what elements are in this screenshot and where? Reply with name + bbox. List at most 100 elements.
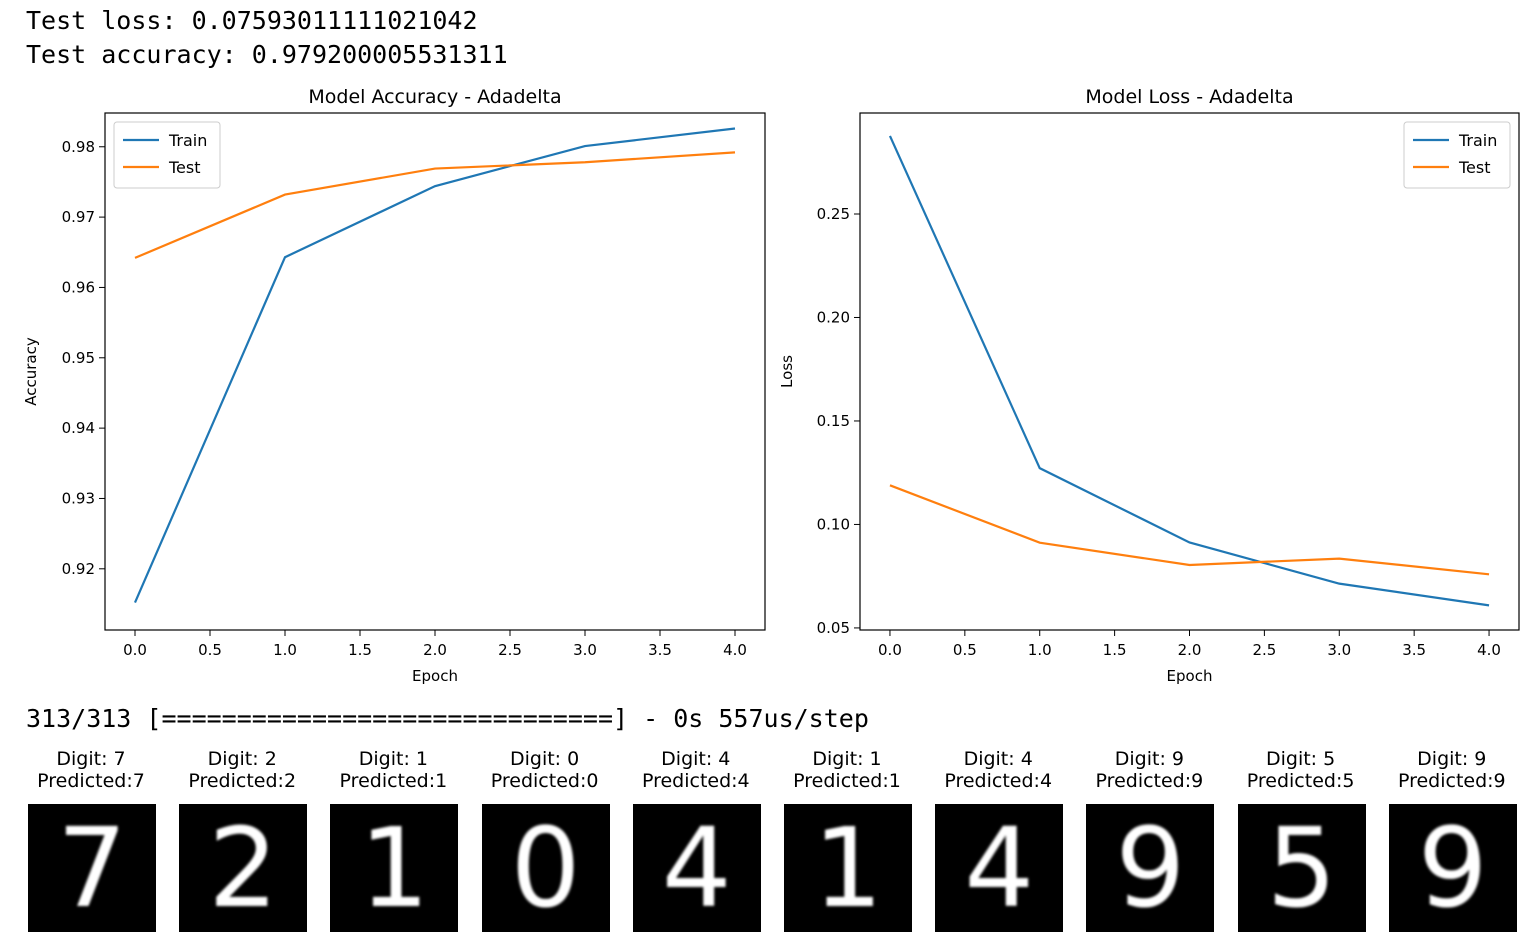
handwritten-digit-glyph: 9: [1417, 804, 1488, 932]
predicted-label: Predicted:7: [37, 770, 145, 792]
digit-predictions-grid: Digit: 7 Predicted:7 7 Digit: 2 Predicted:2 2…: [0, 748, 1537, 948]
digit-sample: Digit: 9 Predicted:9 9: [1074, 748, 1224, 932]
handwritten-digit-glyph: 1: [359, 804, 430, 932]
legend-label: Test: [1458, 158, 1491, 177]
x-tick-label: 4.0: [723, 641, 747, 659]
x-tick-label: 4.0: [1477, 641, 1501, 659]
digit-image: 9: [1388, 804, 1517, 932]
x-tick-label: 1.0: [1028, 641, 1052, 659]
digit-label: Digit: 0: [509, 748, 580, 770]
accuracy-chart: Model Accuracy - Adadelta 0.0 0.5 1.0 1.5 2.0…: [22, 86, 766, 685]
digit-image: 9: [1086, 804, 1215, 932]
x-tick-label: 1.5: [1103, 641, 1127, 659]
prediction-progress-output: 313/313 [==============================]…: [26, 704, 869, 733]
predicted-label: Predicted:0: [490, 770, 599, 792]
legend: [1403, 121, 1511, 189]
x-tick-label: 2.0: [1178, 641, 1202, 659]
y-tick-label: 0.95: [62, 349, 95, 367]
digit-image: 0: [481, 804, 610, 932]
predicted-label: Predicted:1: [339, 770, 448, 792]
handwritten-digit-glyph: 4: [661, 804, 732, 932]
predicted-label: Predicted:9: [1397, 770, 1506, 792]
handwritten-digit-glyph: 5: [1266, 804, 1337, 932]
handwritten-digit-glyph: 0: [510, 804, 581, 932]
y-tick-label: 0.92: [62, 560, 95, 578]
legend-label: Test: [168, 158, 201, 177]
digit-sample: Digit: 0 Predicted:0 0: [470, 748, 620, 932]
x-tick-label: 0.0: [878, 641, 902, 659]
y-tick-label: 0.15: [817, 412, 850, 430]
y-tick-label: 0.10: [817, 515, 850, 533]
digit-sample: Digit: 1 Predicted:1 1: [318, 748, 468, 932]
x-tick-label: 3.5: [1402, 641, 1426, 659]
digit-image: 7: [28, 804, 156, 932]
x-axis-label: Epoch: [412, 667, 458, 685]
digit-image: 2: [179, 804, 308, 932]
legend: [113, 121, 221, 189]
y-tick-label: 0.05: [817, 619, 850, 637]
digit-sample: Digit: 9 Predicted:9 9: [1377, 748, 1527, 932]
digit-label: Digit: 1: [358, 748, 428, 770]
test-loss-output: Test loss: 0.07593011111021042: [26, 6, 478, 35]
digit-sample: Digit: 1 Predicted:1 1: [772, 748, 922, 932]
predicted-label: Predicted:4: [944, 770, 1053, 792]
predicted-label: Predicted:4: [641, 770, 750, 792]
digit-label: Digit: 4: [963, 748, 1033, 770]
y-axis-label: Loss: [778, 355, 796, 388]
series-line-test: [134, 151, 736, 259]
y-tick-label: 0.25: [817, 205, 850, 223]
y-tick-label: 0.93: [62, 489, 95, 507]
digit-image: 1: [784, 804, 912, 932]
x-tick-label: 0.5: [198, 641, 222, 659]
legend-label: Train: [1458, 131, 1497, 150]
predicted-label: Predicted:1: [793, 770, 901, 792]
x-tick-label: 2.5: [1252, 641, 1276, 659]
predicted-label: Predicted:5: [1246, 770, 1355, 792]
digit-label: Digit: 5: [1265, 748, 1336, 770]
x-axis-label: Epoch: [1167, 667, 1213, 685]
handwritten-digit-glyph: 4: [964, 804, 1035, 932]
plot-frame: [859, 112, 1520, 631]
y-tick-label: 0.20: [817, 308, 850, 326]
digit-sample: Digit: 4 Predicted:4 4: [923, 748, 1073, 932]
digit-label: Digit: 4: [661, 748, 731, 770]
handwritten-digit-glyph: 2: [208, 804, 279, 932]
x-tick-label: 2.0: [423, 641, 447, 659]
handwritten-digit-glyph: 1: [813, 804, 883, 932]
handwritten-digit-glyph: 7: [57, 804, 127, 932]
series-line-train: [133, 127, 736, 604]
digit-image: 1: [330, 804, 459, 932]
digit-sample: Digit: 5 Predicted:5 5: [1226, 748, 1376, 932]
x-tick-label: 1.5: [348, 641, 372, 659]
chart-title: Model Loss - Adadelta: [1085, 86, 1293, 108]
test-accuracy-output: Test accuracy: 0.979200005531311: [26, 40, 508, 69]
predicted-label: Predicted:2: [188, 770, 297, 792]
digit-label: Digit: 9: [1114, 748, 1184, 770]
digit-image: 4: [632, 804, 761, 932]
series-line-train: [888, 135, 1490, 607]
y-tick-label: 0.97: [62, 208, 95, 226]
loss-chart: Model Loss - Adadelta 0.0 0.5 1.0 1.5 2.0 2.5 3…: [778, 86, 1520, 685]
x-tick-label: 3.5: [648, 641, 672, 659]
x-tick-label: 0.5: [953, 641, 977, 659]
x-tick-label: 0.0: [123, 641, 147, 659]
x-tick-label: 2.5: [498, 641, 522, 659]
digit-label: Digit: 2: [207, 748, 277, 770]
x-tick-label: 3.0: [573, 641, 597, 659]
y-axis-label: Accuracy: [22, 337, 40, 406]
y-tick-label: 0.96: [62, 278, 95, 296]
digit-image: 5: [1237, 804, 1366, 932]
x-tick-label: 1.0: [273, 641, 297, 659]
predicted-label: Predicted:9: [1095, 770, 1204, 792]
y-tick-label: 0.98: [62, 138, 95, 156]
digit-sample: Digit: 7 Predicted:7 7: [16, 748, 166, 932]
handwritten-digit-glyph: 9: [1115, 804, 1186, 932]
digit-image: 4: [935, 804, 1064, 932]
plot-frame: [104, 112, 766, 631]
digit-label: Digit: 7: [56, 748, 126, 770]
series-line-test: [889, 484, 1490, 576]
chart-title: Model Accuracy - Adadelta: [308, 86, 561, 108]
x-tick-label: 3.0: [1327, 641, 1351, 659]
digit-label: Digit: 1: [812, 748, 882, 770]
digit-label: Digit: 9: [1417, 748, 1487, 770]
